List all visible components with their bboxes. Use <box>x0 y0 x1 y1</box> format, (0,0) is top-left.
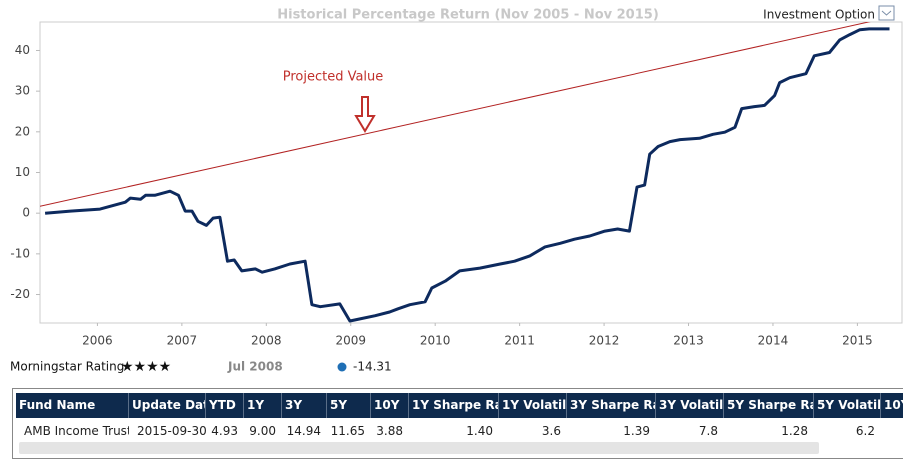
annotation: Projected Value <box>283 70 384 85</box>
y-tick-label: 20 <box>15 124 30 138</box>
x-tick-label: 2009 <box>335 334 366 348</box>
x-tick-label: 2007 <box>167 334 198 348</box>
table-cell: 6.2 <box>855 424 875 438</box>
y-tick-label: -20 <box>10 287 30 301</box>
column-header: 3Y Volatility <box>656 393 724 418</box>
table-cell: 1.40 <box>466 424 493 438</box>
projection-line <box>40 22 871 207</box>
column-header: 5Y <box>327 393 371 418</box>
x-tick-label: 2008 <box>251 334 282 348</box>
investment-option[interactable]: Investment Option <box>763 8 875 22</box>
x-tick-label: 2012 <box>589 334 620 348</box>
hover-value: -14.31 <box>353 360 392 374</box>
x-tick-label: 2013 <box>673 334 704 348</box>
plot <box>40 22 890 323</box>
hover-date: Jul 2008 <box>227 360 283 374</box>
column-header: 10Y <box>881 393 903 418</box>
table-cell: 14.94 <box>286 424 321 438</box>
return-line <box>44 27 890 323</box>
x-tick-label: 2014 <box>758 334 789 348</box>
annotation-arrow <box>354 96 376 133</box>
table-cell: 9.00 <box>249 424 276 438</box>
column-header: YTD <box>206 393 244 418</box>
y-tick-label: 0 <box>22 206 30 220</box>
column-header: 3Y Sharpe Ratio <box>567 393 656 418</box>
y-tick-label: 40 <box>15 43 30 57</box>
column-header: 1Y Sharpe Ratio <box>409 393 499 418</box>
table-cell: 1.28 <box>781 424 808 438</box>
column-header: 5Y Sharpe Ratio <box>724 393 814 418</box>
rating-stars: ★★★★ <box>121 359 171 375</box>
table-cell: 3.6 <box>541 424 561 438</box>
column-header: Update Date <box>129 393 206 418</box>
y-tick-label: -10 <box>10 246 30 260</box>
x-tick-label: 2006 <box>82 334 113 348</box>
table-cell: 7.8 <box>698 424 718 438</box>
y-tick-label: 10 <box>15 165 30 179</box>
y-tick-label: 30 <box>15 84 30 98</box>
x-tick-label: 2011 <box>504 334 535 348</box>
table-cell: 4.93 <box>211 424 238 438</box>
chart-title: Historical Percentage Return (Nov 2005 -… <box>277 8 659 23</box>
scrollbar[interactable] <box>19 442 819 454</box>
table-cell: 1.39 <box>623 424 650 438</box>
table-cell: AMB Income Trust <box>24 424 129 438</box>
table-cell: 3.88 <box>376 424 403 438</box>
dropdown-button[interactable] <box>878 5 895 21</box>
x-tick-label: 2010 <box>420 334 451 348</box>
column-header: 3Y <box>282 393 327 418</box>
column-header: 1Y <box>244 393 282 418</box>
column-header: Fund Name <box>16 393 129 418</box>
dropdown-icon <box>881 10 892 16</box>
x-tick-label: 2015 <box>842 334 873 348</box>
column-header: 1Y Volatility <box>499 393 567 418</box>
rating-label: Morningstar Rating <box>10 360 124 374</box>
plot-frame <box>39 21 903 324</box>
column-header: 5Y Volatility <box>814 393 881 418</box>
column-header: 10Y <box>371 393 409 418</box>
table-cell: 2015-09-30 <box>137 424 206 438</box>
hover-dot <box>337 362 347 372</box>
table-cell: 11.65 <box>330 424 365 438</box>
chart: Historical Percentage Return (Nov 2005 -… <box>10 5 903 375</box>
